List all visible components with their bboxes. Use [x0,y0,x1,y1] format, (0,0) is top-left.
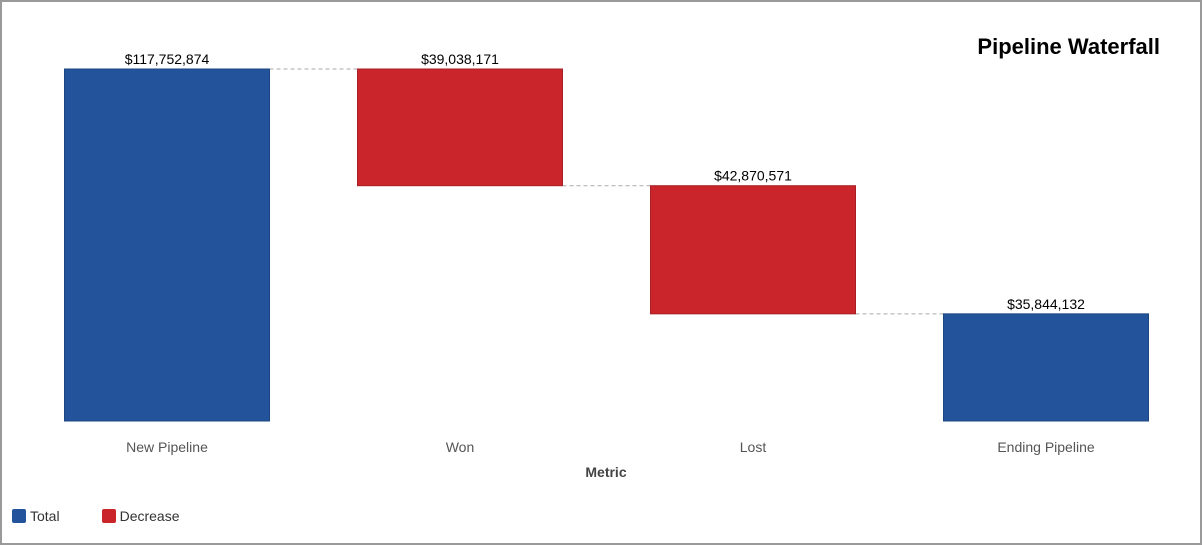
data-label-new-pipeline: $117,752,874 [125,51,210,67]
chart-title: Pipeline Waterfall [977,34,1160,59]
legend-label-decrease: Decrease [119,508,180,524]
tick-label-won: Won [446,439,475,455]
legend-swatch-decrease [101,509,116,523]
legend-label-total: Total [30,508,60,524]
data-label-lost: $42,870,571 [714,168,792,184]
tick-label-lost: Lost [740,439,767,455]
tick-label-new-pipeline: New Pipeline [126,439,208,455]
bar-new-pipeline[interactable] [64,68,270,422]
data-label-won: $39,038,171 [421,51,499,67]
x-axis-label: Metric [585,464,626,480]
data-label-ending-pipeline: $35,844,132 [1007,296,1085,312]
bar-won[interactable] [357,68,563,187]
bar-lost[interactable] [650,185,856,315]
legend-item-total[interactable]: Total [12,508,60,524]
tick-label-ending-pipeline: Ending Pipeline [997,439,1095,455]
legend: Total Decrease [12,508,222,524]
chart-marks: $117,752,874 New Pipeline $39,038,171 Won $4… [64,51,1149,455]
legend-swatch-total [12,509,26,523]
bar-ending-pipeline[interactable] [943,313,1149,422]
legend-item-decrease[interactable]: Decrease [101,508,180,524]
